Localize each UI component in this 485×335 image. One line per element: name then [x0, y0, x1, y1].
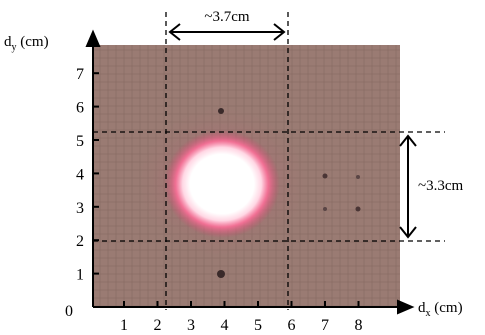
y-tick-label: 1 [76, 267, 84, 284]
x-tick-label: 3 [187, 317, 195, 334]
grid-dot [355, 206, 361, 212]
y-tick-group: 0 1 2 3 4 5 6 7 [65, 66, 99, 320]
laser-spot [164, 130, 280, 238]
x-tick-label: 2 [154, 317, 162, 334]
grid-dot [218, 108, 224, 114]
x-tick-label: 8 [355, 317, 363, 334]
y-tick-label: 2 [76, 233, 84, 250]
y-tick-label: 3 [76, 200, 84, 217]
x-tick-label: 7 [321, 317, 329, 334]
y-tick-label: 5 [76, 133, 84, 150]
y-axis-title: dy (cm) [4, 34, 49, 53]
x-tick-label: 1 [120, 317, 128, 334]
grid-dot [322, 173, 328, 179]
y-tick-label: 6 [76, 100, 84, 117]
grid-dot [217, 270, 225, 278]
y-tick-label: 0 [65, 303, 73, 320]
x-tick-label: 5 [254, 317, 262, 334]
height-arrow [399, 134, 417, 239]
y-tick-label: 4 [76, 166, 84, 183]
axes [85, 29, 415, 315]
x-tick-label: 4 [221, 317, 229, 334]
width-arrow [168, 23, 286, 41]
width-annotation: ~3.7cm [204, 9, 250, 25]
height-annotation: ~3.3cm [418, 178, 464, 194]
x-tick-group: 1 2 3 4 5 6 7 8 [120, 301, 363, 334]
grid-dot [323, 207, 327, 211]
x-tick-label: 6 [288, 317, 296, 334]
grid-dot [356, 175, 360, 179]
y-tick-label: 7 [76, 66, 84, 83]
x-axis-title: dx (cm) [418, 300, 463, 319]
